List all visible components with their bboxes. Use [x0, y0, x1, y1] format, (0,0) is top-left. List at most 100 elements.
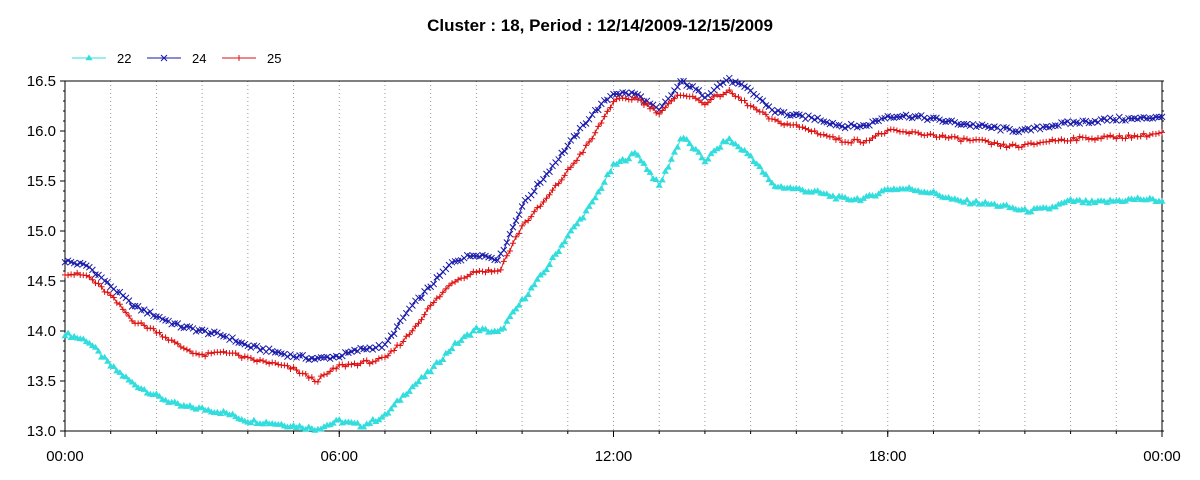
data-point [591, 194, 599, 201]
data-point [101, 353, 109, 360]
data-point [150, 325, 157, 332]
data-point [695, 148, 703, 155]
data-point [503, 252, 510, 259]
data-point [135, 320, 142, 327]
data-point [1158, 197, 1166, 204]
data-point [970, 137, 977, 144]
data-point [1021, 141, 1028, 148]
data-point [546, 168, 553, 176]
data-point [360, 357, 367, 364]
data-point [351, 360, 358, 367]
data-point [1155, 113, 1163, 121]
data-point [762, 111, 769, 118]
data-point [1100, 115, 1108, 123]
data-point [750, 158, 758, 165]
data-point [424, 305, 431, 312]
data-point [533, 275, 541, 282]
data-point [658, 176, 666, 183]
data-point [146, 308, 154, 316]
data-point [494, 256, 502, 264]
data-point [659, 107, 666, 114]
data-point [482, 269, 489, 276]
data-point [558, 241, 566, 248]
data-point [750, 90, 758, 98]
data-point [79, 260, 87, 268]
data-point [982, 137, 989, 144]
data-point [772, 116, 779, 123]
data-point [1034, 140, 1041, 147]
data-point [1009, 141, 1016, 148]
data-point [945, 135, 952, 142]
x-tick-label: 12:00 [595, 448, 633, 465]
data-point [586, 138, 593, 145]
data-point [525, 217, 532, 224]
data-point [125, 297, 133, 304]
data-point [272, 360, 279, 367]
data-point [848, 139, 855, 146]
data-point [220, 348, 227, 355]
data-point [455, 276, 462, 283]
data-point [1098, 135, 1105, 142]
data-point [634, 151, 642, 158]
data-point [573, 220, 581, 227]
data-point [92, 280, 99, 287]
data-point [957, 138, 964, 145]
data-point [1152, 130, 1159, 137]
data-point [1122, 135, 1129, 142]
data-point [714, 91, 721, 98]
data-point [160, 54, 168, 62]
data-point [680, 92, 687, 99]
data-point [588, 198, 596, 205]
data-point [500, 258, 507, 265]
data-point [664, 163, 672, 170]
data-point [588, 111, 596, 119]
data-point [390, 401, 398, 408]
data-point [397, 342, 404, 349]
data-point [439, 289, 446, 296]
data-point [872, 132, 879, 139]
data-point [1003, 144, 1010, 151]
data-point [354, 362, 361, 369]
data-point [820, 131, 827, 138]
data-point [622, 89, 630, 97]
data-point [832, 136, 839, 143]
data-point [476, 267, 483, 274]
data-point [1012, 142, 1019, 149]
data-point [1143, 133, 1150, 140]
data-point [936, 116, 943, 124]
data-point [516, 230, 523, 237]
data-point [369, 416, 377, 422]
data-point [1055, 137, 1062, 144]
data-point [708, 96, 715, 103]
data-point [366, 420, 374, 426]
data-point [488, 268, 495, 275]
data-point [729, 90, 736, 97]
data-point [390, 330, 398, 338]
data-point [616, 90, 623, 98]
data-point [778, 120, 785, 127]
data-point [229, 410, 237, 417]
data-point [156, 313, 163, 321]
data-point [771, 109, 779, 116]
data-point [500, 246, 508, 254]
data-point [853, 194, 861, 201]
data-point [607, 104, 614, 111]
data-point [436, 358, 444, 365]
data-point [585, 202, 593, 209]
data-point [854, 136, 861, 143]
data-point [156, 329, 163, 336]
data-point [716, 143, 724, 150]
data-point [107, 292, 114, 299]
data-point [384, 337, 392, 345]
data-point [784, 120, 791, 127]
data-point [1119, 116, 1126, 124]
data-point [1149, 195, 1157, 202]
data-point [177, 343, 184, 350]
data-point [841, 193, 849, 200]
data-point [104, 357, 112, 364]
data-point [378, 413, 386, 420]
data-point [665, 100, 672, 107]
data-point [692, 145, 700, 152]
data-point [241, 353, 248, 360]
data-point [814, 187, 822, 194]
